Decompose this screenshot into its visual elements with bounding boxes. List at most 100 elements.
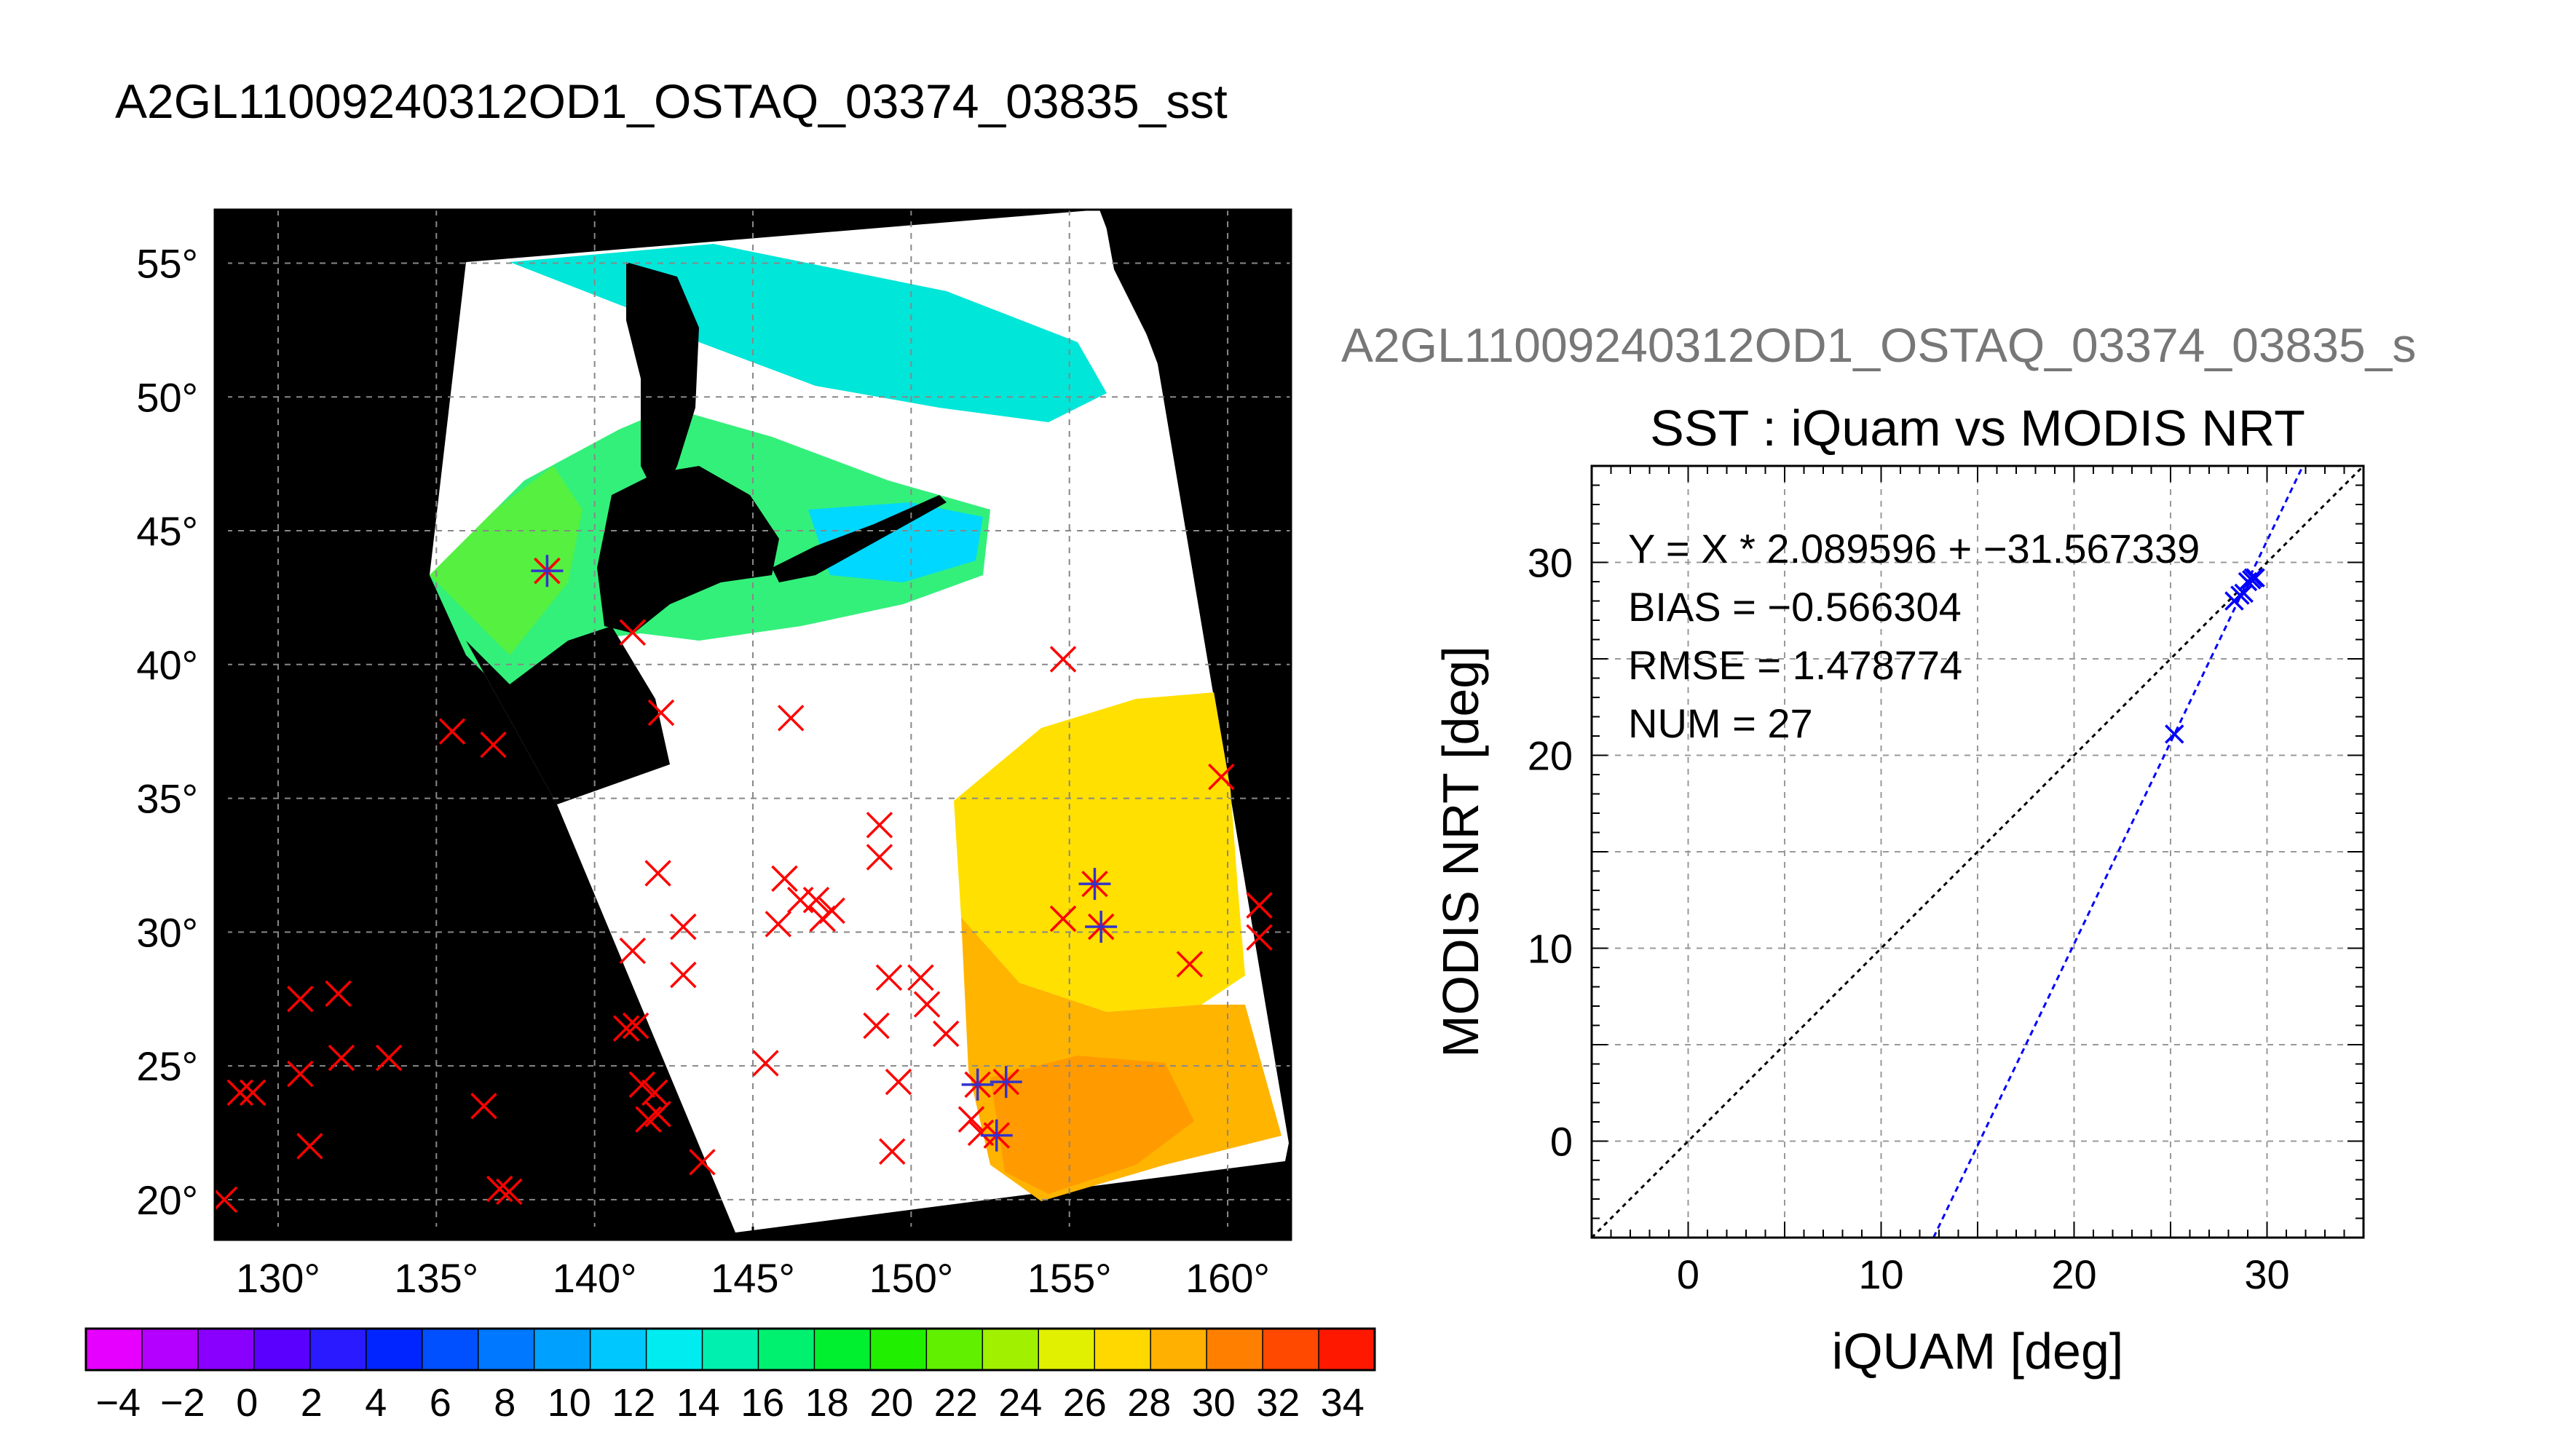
colorbar-cell	[309, 1329, 367, 1370]
iquam-marker	[226, 1079, 254, 1107]
iquam-marker	[809, 905, 836, 933]
colorbar-tick-label: 2	[301, 1381, 323, 1425]
iquam-marker	[885, 1068, 912, 1096]
colorbar-cell	[1094, 1329, 1151, 1370]
lon-tick-label: 145°	[711, 1255, 795, 1301]
scatter-grid	[1592, 466, 2364, 1238]
scatter-x-tick-label: 10	[1858, 1251, 1903, 1297]
secondary-title: A2GL11009240312OD1_OSTAQ_03374_03835_s	[1341, 318, 2416, 372]
lon-tick-label: 140°	[553, 1255, 637, 1301]
iquam-marker	[480, 731, 507, 759]
iquam-marker	[647, 699, 675, 727]
colorbar: −4 −2 0 2 4 6 8 10 12 14 16 18 20 22 24 26 28 30 32 34	[84, 1327, 1376, 1425]
colorbar-cell	[1319, 1329, 1375, 1370]
colorbar-cell	[646, 1329, 703, 1370]
colorbar-tick-labels: −4 −2 0 2 4 6 8 10 12 14 16 18 20 22 24 26 28 30 32 34	[95, 1381, 1364, 1425]
scatter-minor-ticks	[1591, 465, 2364, 1238]
map-panel: 55° 50° 45° 40° 35° 30° 25° 20° 130° 135° 140° 145…	[136, 208, 1292, 1301]
colorbar-cell	[86, 1329, 143, 1370]
iquam-markers	[215, 557, 1273, 1214]
scatter-y-tick-label: 30	[1528, 540, 1573, 586]
stat-equation: Y = X * 2.089596 + −31.567339	[1628, 526, 2200, 571]
colorbar-tick-label: 30	[1192, 1381, 1236, 1425]
lat-tick-label: 20°	[136, 1177, 198, 1223]
iquam-marker	[619, 619, 647, 646]
scatter-x-tick-labels: 0 10 20 30	[1677, 1251, 2290, 1297]
colorbar-cell	[1263, 1329, 1319, 1370]
iquam-marker	[622, 1012, 649, 1040]
iquam-marker	[215, 1186, 238, 1214]
lat-tick-label: 50°	[136, 374, 198, 420]
colorbar-tick-label: 26	[1063, 1381, 1107, 1425]
iquam-marker	[375, 1044, 403, 1072]
iquam-marker	[957, 1106, 985, 1133]
map-graticule	[215, 210, 1291, 1240]
scatter-x-label: iQUAM [deg]	[1832, 1323, 2124, 1380]
colorbar-cell	[478, 1329, 535, 1370]
fit-stats: Y = X * 2.089596 + −31.567339 BIAS = −0.…	[1628, 526, 2200, 746]
iquam-marker	[670, 913, 697, 941]
iquam-marker	[628, 1071, 656, 1099]
scatter-x-tick-label: 20	[2051, 1251, 2096, 1297]
colorbar-tick-label: 16	[741, 1381, 784, 1425]
matched-marker	[1085, 910, 1118, 943]
iquam-marker	[287, 1060, 314, 1088]
main-title: A2GL11009240312OD1_OSTAQ_03374_03835_sst	[115, 74, 1228, 128]
colorbar-cell	[1150, 1329, 1207, 1370]
colorbar-cell	[197, 1329, 255, 1370]
colorbar-tick-label: 32	[1256, 1381, 1300, 1425]
iquam-marker	[866, 844, 893, 871]
iquam-marker	[239, 1079, 266, 1107]
lat-tick-label: 45°	[136, 508, 198, 554]
iquam-marker	[866, 812, 893, 839]
lon-tick-label: 160°	[1185, 1255, 1270, 1301]
colorbar-cells	[86, 1329, 1375, 1370]
lon-tick-label: 135°	[394, 1255, 478, 1301]
iquam-marker	[1246, 924, 1273, 951]
scatter-point	[2243, 568, 2264, 587]
iquam-marker	[752, 1050, 779, 1077]
iquam-marker	[612, 1015, 640, 1042]
scatter-point	[2246, 568, 2265, 587]
land-sakhalin	[626, 262, 699, 502]
colorbar-cell	[253, 1329, 311, 1370]
iquam-marker	[328, 1044, 355, 1072]
lon-tick-labels: 130° 135° 140° 145° 150° 155° 160°	[236, 1255, 1270, 1301]
lat-tick-label: 55°	[136, 241, 198, 287]
matched-marker	[961, 1068, 994, 1101]
colorbar-tick-label: 14	[676, 1381, 720, 1425]
scatter-y-tick-label: 10	[1528, 926, 1573, 972]
lon-tick-label: 155°	[1027, 1255, 1112, 1301]
colorbar-tick-label: 20	[869, 1381, 913, 1425]
iquam-marker	[967, 1119, 995, 1147]
iquam-marker	[1049, 646, 1077, 673]
iquam-marker	[670, 961, 697, 989]
colorbar-tick-label: 18	[805, 1381, 849, 1425]
scatter-title: SST : iQuam vs MODIS NRT	[1650, 400, 2305, 456]
iquam-marker	[771, 865, 798, 893]
iquam-marker	[765, 911, 792, 938]
iquam-marker	[913, 991, 941, 1018]
map-frame	[213, 208, 1292, 1241]
iquam-marker	[1246, 892, 1273, 919]
matched-marker	[531, 555, 564, 587]
lat-tick-label: 25°	[136, 1043, 198, 1089]
lon-tick-label: 150°	[869, 1255, 953, 1301]
iquam-marker	[619, 937, 647, 965]
scatter-point	[2234, 583, 2254, 604]
scatter-x-tick-label: 30	[2244, 1251, 2289, 1297]
iquam-marker	[287, 985, 314, 1013]
sst-field-north-cyan-patch	[808, 502, 983, 582]
colorbar-cell	[534, 1329, 591, 1370]
iquam-marker	[325, 980, 352, 1008]
iquam-marker	[1049, 905, 1077, 933]
matched-markers	[531, 555, 1118, 1152]
colorbar-cell	[814, 1329, 871, 1370]
lat-tick-label: 40°	[136, 642, 198, 688]
colorbar-tick-label: 10	[548, 1381, 591, 1425]
colorbar-tick-label: 28	[1127, 1381, 1171, 1425]
identity-line	[1592, 466, 2364, 1238]
land-honshu	[430, 575, 670, 804]
colorbar-tick-label: 8	[494, 1381, 516, 1425]
